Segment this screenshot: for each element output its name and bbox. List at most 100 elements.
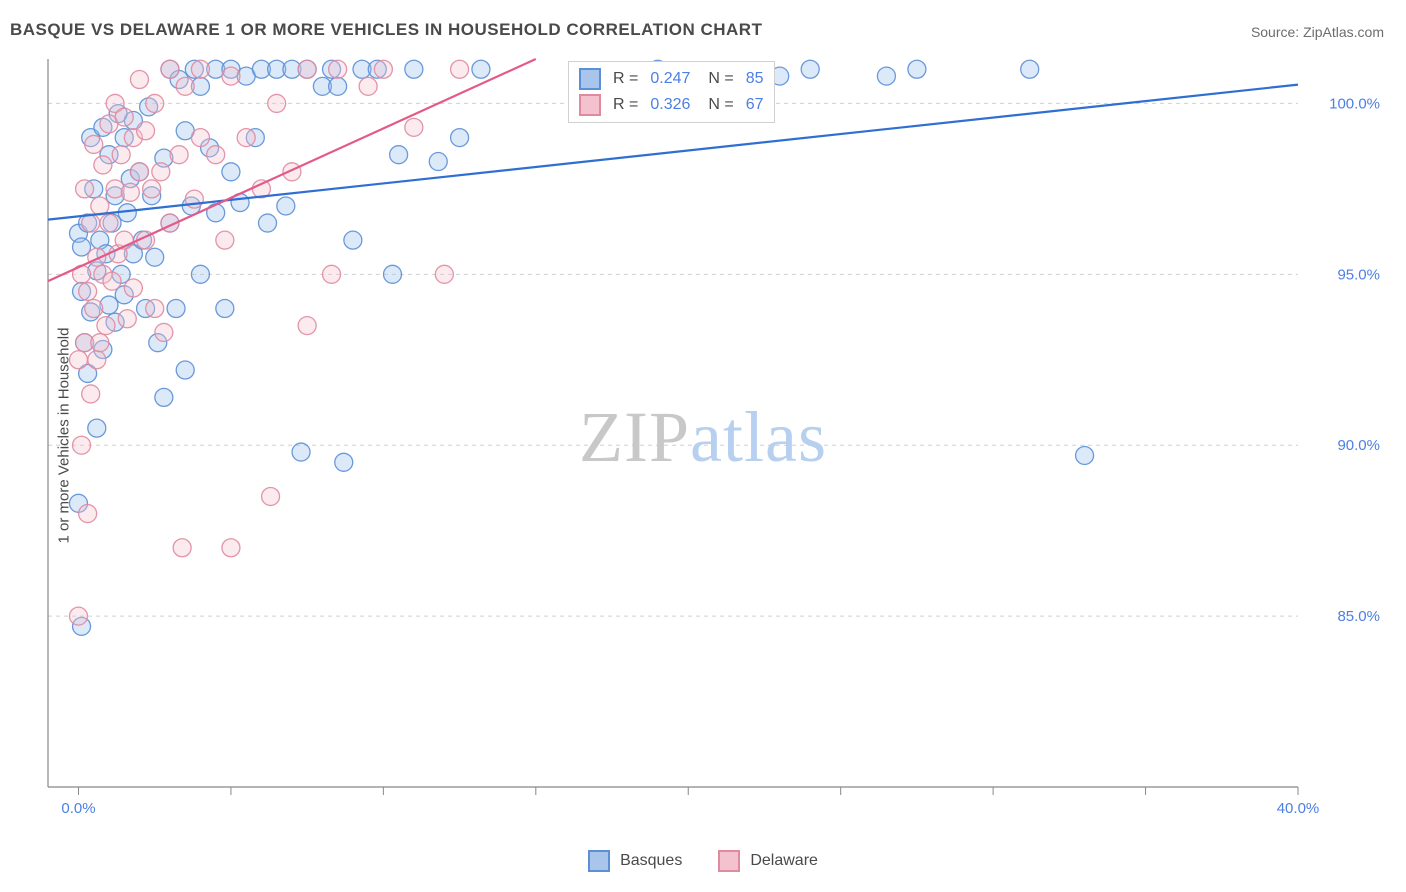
scatter-point [82,385,100,403]
stat-value-r: 0.247 [650,70,690,88]
scatter-point [170,146,188,164]
scatter-point [191,60,209,78]
scatter-point [76,180,94,198]
scatter-point [146,300,164,318]
scatter-point [79,505,97,523]
scatter-point [222,67,240,85]
scatter-point [259,214,277,232]
scatter-point [191,129,209,147]
scatter-point [137,122,155,140]
scatter-point [374,60,392,78]
y-tick-label: 95.0% [1337,266,1380,283]
scatter-point [451,129,469,147]
stat-label-n: N = [708,70,733,88]
scatter-point [121,183,139,201]
scatter-point [329,77,347,95]
scatter-point [216,300,234,318]
scatter-point [429,153,447,171]
scatter-point [298,60,316,78]
scatter-point [91,334,109,352]
stat-label-r: R = [613,70,638,88]
legend-swatch [588,850,610,872]
legend-label: Delaware [750,852,818,870]
scatter-point [155,388,173,406]
scatter-point [472,60,490,78]
scatter-point [176,361,194,379]
stat-label-n: N = [708,96,733,114]
scatter-point [451,60,469,78]
scatter-point [100,214,118,232]
scatter-point [146,94,164,112]
scatter-point [344,231,362,249]
scatter-point [85,300,103,318]
scatter-point [161,60,179,78]
scatter-point [118,310,136,328]
scatter-point [143,180,161,198]
scatter-point [216,231,234,249]
x-tick-label: 40.0% [1277,800,1320,815]
scatter-point [908,60,926,78]
scatter-point [97,317,115,335]
scatter-point [130,163,148,181]
scatter-point [1021,60,1039,78]
scatter-point [103,272,121,290]
stats-legend-row: R = 0.326 N = 67 [579,92,764,118]
scatter-point [1076,446,1094,464]
scatter-point [88,419,106,437]
legend-item: Delaware [718,850,818,872]
scatter-point [435,265,453,283]
scatter-point [801,60,819,78]
stat-label-r: R = [613,96,638,114]
scatter-point [222,539,240,557]
chart-title: BASQUE VS DELAWARE 1 OR MORE VEHICLES IN… [10,20,762,40]
scatter-point [173,539,191,557]
scatter-point [207,146,225,164]
chart-container: 1 or more Vehicles in Household 85.0% 90.… [46,55,1386,815]
scatter-point [329,60,347,78]
scatter-point [237,129,255,147]
scatter-point [124,279,142,297]
stat-value-n: 67 [746,96,764,114]
source-label: Source: ZipAtlas.com [1251,24,1384,40]
stats-legend-row: R = 0.247 N = 85 [579,66,764,92]
scatter-plot-svg: 85.0%90.0%95.0%100.0%0.0%40.0% [46,55,1386,815]
scatter-point [335,453,353,471]
scatter-point [405,118,423,136]
scatter-point [384,265,402,283]
scatter-point [298,317,316,335]
series-legend: Basques Delaware [0,850,1406,872]
scatter-point [94,156,112,174]
scatter-point [390,146,408,164]
y-tick-label: 100.0% [1329,95,1380,112]
legend-label: Basques [620,852,682,870]
stat-value-n: 85 [746,70,764,88]
legend-swatch [579,94,601,116]
scatter-point [88,351,106,369]
scatter-point [130,71,148,89]
scatter-point [112,146,130,164]
scatter-point [222,163,240,181]
scatter-point [292,443,310,461]
scatter-point [79,282,97,300]
scatter-point [146,248,164,266]
stat-value-r: 0.326 [650,96,690,114]
scatter-point [277,197,295,215]
scatter-point [323,265,341,283]
y-tick-label: 85.0% [1337,608,1380,625]
scatter-point [176,77,194,95]
stats-legend: R = 0.247 N = 85 R = 0.326 N = 67 [568,61,775,123]
scatter-point [268,94,286,112]
scatter-point [85,135,103,153]
scatter-point [167,300,185,318]
legend-swatch [579,68,601,90]
scatter-point [405,60,423,78]
legend-swatch [718,850,740,872]
scatter-point [359,77,377,95]
legend-item: Basques [588,850,682,872]
y-axis-label: 1 or more Vehicles in Household [56,327,73,543]
scatter-point [115,108,133,126]
scatter-point [262,487,280,505]
scatter-point [155,323,173,341]
regression-line [48,59,536,281]
y-tick-label: 90.0% [1337,437,1380,454]
